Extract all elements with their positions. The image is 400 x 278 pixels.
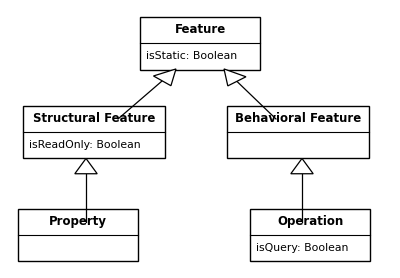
Text: isStatic: Boolean: isStatic: Boolean	[146, 51, 237, 61]
Text: isReadOnly: Boolean: isReadOnly: Boolean	[29, 140, 141, 150]
Polygon shape	[224, 69, 246, 86]
Polygon shape	[154, 69, 176, 86]
Text: Behavioral Feature: Behavioral Feature	[235, 112, 361, 125]
Bar	[227, 106, 369, 158]
Polygon shape	[75, 158, 97, 174]
Bar	[140, 17, 260, 70]
Polygon shape	[291, 158, 313, 174]
Text: Structural Feature: Structural Feature	[33, 112, 155, 125]
Text: Operation: Operation	[277, 215, 343, 228]
Bar	[250, 208, 370, 261]
Bar	[18, 208, 138, 261]
Text: isQuery: Boolean: isQuery: Boolean	[256, 243, 348, 253]
Text: Property: Property	[49, 215, 107, 228]
Text: Feature: Feature	[174, 23, 226, 36]
Bar	[23, 106, 165, 158]
